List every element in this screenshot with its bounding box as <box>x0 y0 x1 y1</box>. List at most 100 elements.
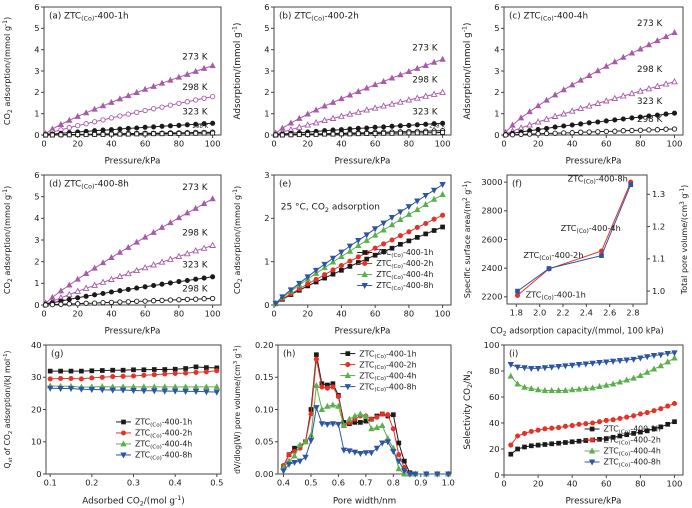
svg-text:0: 0 <box>41 139 46 149</box>
svg-text:0.6: 0.6 <box>332 478 345 488</box>
svg-text:1.2: 1.2 <box>652 221 665 231</box>
svg-text:ZTC(Co)-400-8h: ZTC(Co)-400-8h <box>568 173 628 185</box>
svg-text:2: 2 <box>264 87 269 97</box>
svg-text:6: 6 <box>34 2 39 12</box>
svg-text:0.4: 0.4 <box>277 478 290 488</box>
svg-text:100: 100 <box>205 139 221 149</box>
svg-text:20: 20 <box>72 309 83 319</box>
svg-text:273 K: 273 K <box>637 19 663 29</box>
svg-text:25 °C, CO2 adsorption: 25 °C, CO2 adsorption <box>281 203 380 214</box>
chart-b-co2-isotherms-2h: 0 20 40 60 80 100 0 1 2 3 4 5 6 Pressure/kPa Adsorptio… <box>232 2 452 167</box>
svg-text:80: 80 <box>174 309 185 319</box>
svg-text:Adsorbed CO2/(mol g-1): Adsorbed CO2/(mol g-1) <box>82 495 184 508</box>
svg-text:4: 4 <box>264 44 269 54</box>
svg-text:ZTC(Co)-400-4h: ZTC(Co)-400-4h <box>376 270 433 281</box>
svg-text:3: 3 <box>34 66 39 76</box>
svg-text:2200: 2200 <box>481 292 502 302</box>
svg-text:298 K: 298 K <box>429 124 445 130</box>
svg-text:40: 40 <box>336 309 347 319</box>
panel-d: 0 20 40 60 80 100 0 1 2 3 4 5 6 Pressure/kPa CO2 adsor… <box>0 168 230 338</box>
svg-text:60: 60 <box>140 309 151 319</box>
svg-text:CO2 adsorption/(mmol g-1): CO2 adsorption/(mmol g-1) <box>2 186 14 294</box>
svg-text:3: 3 <box>264 170 269 180</box>
svg-text:0.4: 0.4 <box>169 478 182 488</box>
svg-text:Pressure/kPa: Pressure/kPa <box>105 157 161 167</box>
svg-text:ZTC(Co)-400-4h: ZTC(Co)-400-4h <box>135 440 192 451</box>
svg-text:0: 0 <box>501 479 506 489</box>
svg-text:2.4: 2.4 <box>580 308 593 318</box>
svg-text:0.7: 0.7 <box>359 478 372 488</box>
svg-text:ZTC(Co)-400-8h: ZTC(Co)-400-8h <box>135 451 192 462</box>
svg-text:4: 4 <box>494 44 499 54</box>
svg-text:80: 80 <box>635 139 646 149</box>
svg-text:2.6: 2.6 <box>603 308 616 318</box>
svg-text:ZTC(Co)-400-1h: ZTC(Co)-400-1h <box>359 349 416 360</box>
svg-text:298 K: 298 K <box>182 285 208 295</box>
svg-text:100: 100 <box>667 479 683 489</box>
svg-text:Adsorption/(mmol g-1): Adsorption/(mmol g-1) <box>232 23 243 120</box>
svg-text:20: 20 <box>302 139 313 149</box>
svg-text:298 K: 298 K <box>412 76 438 86</box>
chart-a-co2-isotherms-1h: 0 20 40 60 80 100 0 1 2 3 4 5 6 Pressure/kPa CO2 adsor… <box>2 2 222 167</box>
svg-text:0.8: 0.8 <box>387 478 400 488</box>
svg-text:(e): (e) <box>279 180 291 190</box>
svg-text:(i): (i) <box>509 350 518 360</box>
svg-text:0: 0 <box>34 130 39 140</box>
svg-text:Pressure/kPa: Pressure/kPa <box>335 157 391 167</box>
svg-text:60: 60 <box>601 479 612 489</box>
svg-text:100: 100 <box>435 139 451 149</box>
svg-text:0.05: 0.05 <box>255 437 273 447</box>
chart-i-co2-n2-selectivity: 0 20 40 60 80 100 0 20 40 60 80 100 Pressure/kPa Sele… <box>463 340 684 507</box>
svg-text:323 K: 323 K <box>637 97 663 107</box>
svg-text:CO2 adsorption capacity/(mmol,: CO2 adsorption capacity/(mmol, 100 kPa) <box>490 326 663 338</box>
svg-text:ZTC(Co)-400-4h: ZTC(Co)-400-4h <box>359 371 416 382</box>
svg-text:298 K: 298 K <box>637 115 663 125</box>
svg-text:10: 10 <box>31 437 42 447</box>
svg-text:30: 30 <box>31 372 42 382</box>
svg-text:298 K: 298 K <box>637 65 663 75</box>
svg-text:323 K: 323 K <box>182 108 208 118</box>
svg-text:0: 0 <box>501 139 506 149</box>
svg-text:2: 2 <box>34 256 39 266</box>
svg-text:0.1: 0.1 <box>44 478 57 488</box>
svg-text:Pressure/kPa: Pressure/kPa <box>566 157 622 167</box>
svg-text:2: 2 <box>494 87 499 97</box>
svg-text:0.10: 0.10 <box>255 404 273 414</box>
svg-text:273 K: 273 K <box>182 183 208 193</box>
svg-text:4: 4 <box>34 213 39 223</box>
svg-text:323 K: 323 K <box>182 261 208 271</box>
panel-b: 0 20 40 60 80 100 0 1 2 3 4 5 6 Pressure/kPa Adsorptio… <box>230 0 460 168</box>
svg-text:6: 6 <box>264 2 269 12</box>
chart-d-co2-isotherms-8h: 0 20 40 60 80 100 0 1 2 3 4 5 6 Pressure/kPa CO2 adsor… <box>2 170 222 337</box>
svg-text:1.3: 1.3 <box>652 189 665 199</box>
svg-text:1.8: 1.8 <box>510 308 523 318</box>
svg-text:5: 5 <box>34 191 39 201</box>
svg-text:0.5: 0.5 <box>210 478 223 488</box>
svg-text:0: 0 <box>264 130 269 140</box>
svg-text:20: 20 <box>31 404 42 414</box>
panel-h: 0.4 0.5 0.6 0.7 0.8 0.9 1.0 0.00 0.05 0.10 0.15 0.2… <box>230 338 460 508</box>
svg-text:0: 0 <box>41 309 46 319</box>
svg-text:3000: 3000 <box>481 177 502 187</box>
svg-text:273 K: 273 K <box>412 44 438 54</box>
svg-text:80: 80 <box>174 139 185 149</box>
svg-text:0.2: 0.2 <box>85 478 98 488</box>
svg-text:Selectivity CO2/N2: Selectivity CO2/N2 <box>463 370 474 449</box>
panel-c: 0 20 40 60 80 100 0 1 2 3 4 5 6 Pressure/kPa Adsorptio… <box>460 0 692 168</box>
svg-text:2: 2 <box>34 87 39 97</box>
svg-text:0.00: 0.00 <box>255 469 273 479</box>
svg-text:60: 60 <box>489 392 500 402</box>
svg-text:80: 80 <box>635 479 646 489</box>
chart-g-qst-adsorption-heat: 0.1 0.2 0.3 0.4 0.5 0 10 20 30 40 Adsorbed CO2/(mo… <box>3 340 223 508</box>
svg-text:ZTC(Co)-400-2h: ZTC(Co)-400-2h <box>135 429 192 440</box>
svg-text:ZTC(Co)-400-1h: ZTC(Co)-400-1h <box>604 425 661 436</box>
svg-text:Pressure/kPa: Pressure/kPa <box>335 327 391 337</box>
svg-text:40: 40 <box>106 309 117 319</box>
svg-text:ZTC(Co)-400-2h: ZTC(Co)-400-2h <box>523 250 583 262</box>
svg-text:80: 80 <box>489 366 500 376</box>
svg-text:(c) ZTC(Co)-400-4h: (c) ZTC(Co)-400-4h <box>509 12 588 23</box>
svg-text:ZTC(Co)-400-8h: ZTC(Co)-400-8h <box>604 458 661 469</box>
svg-text:1.0: 1.0 <box>442 478 455 488</box>
svg-text:20: 20 <box>489 444 500 454</box>
svg-text:1: 1 <box>264 108 269 118</box>
